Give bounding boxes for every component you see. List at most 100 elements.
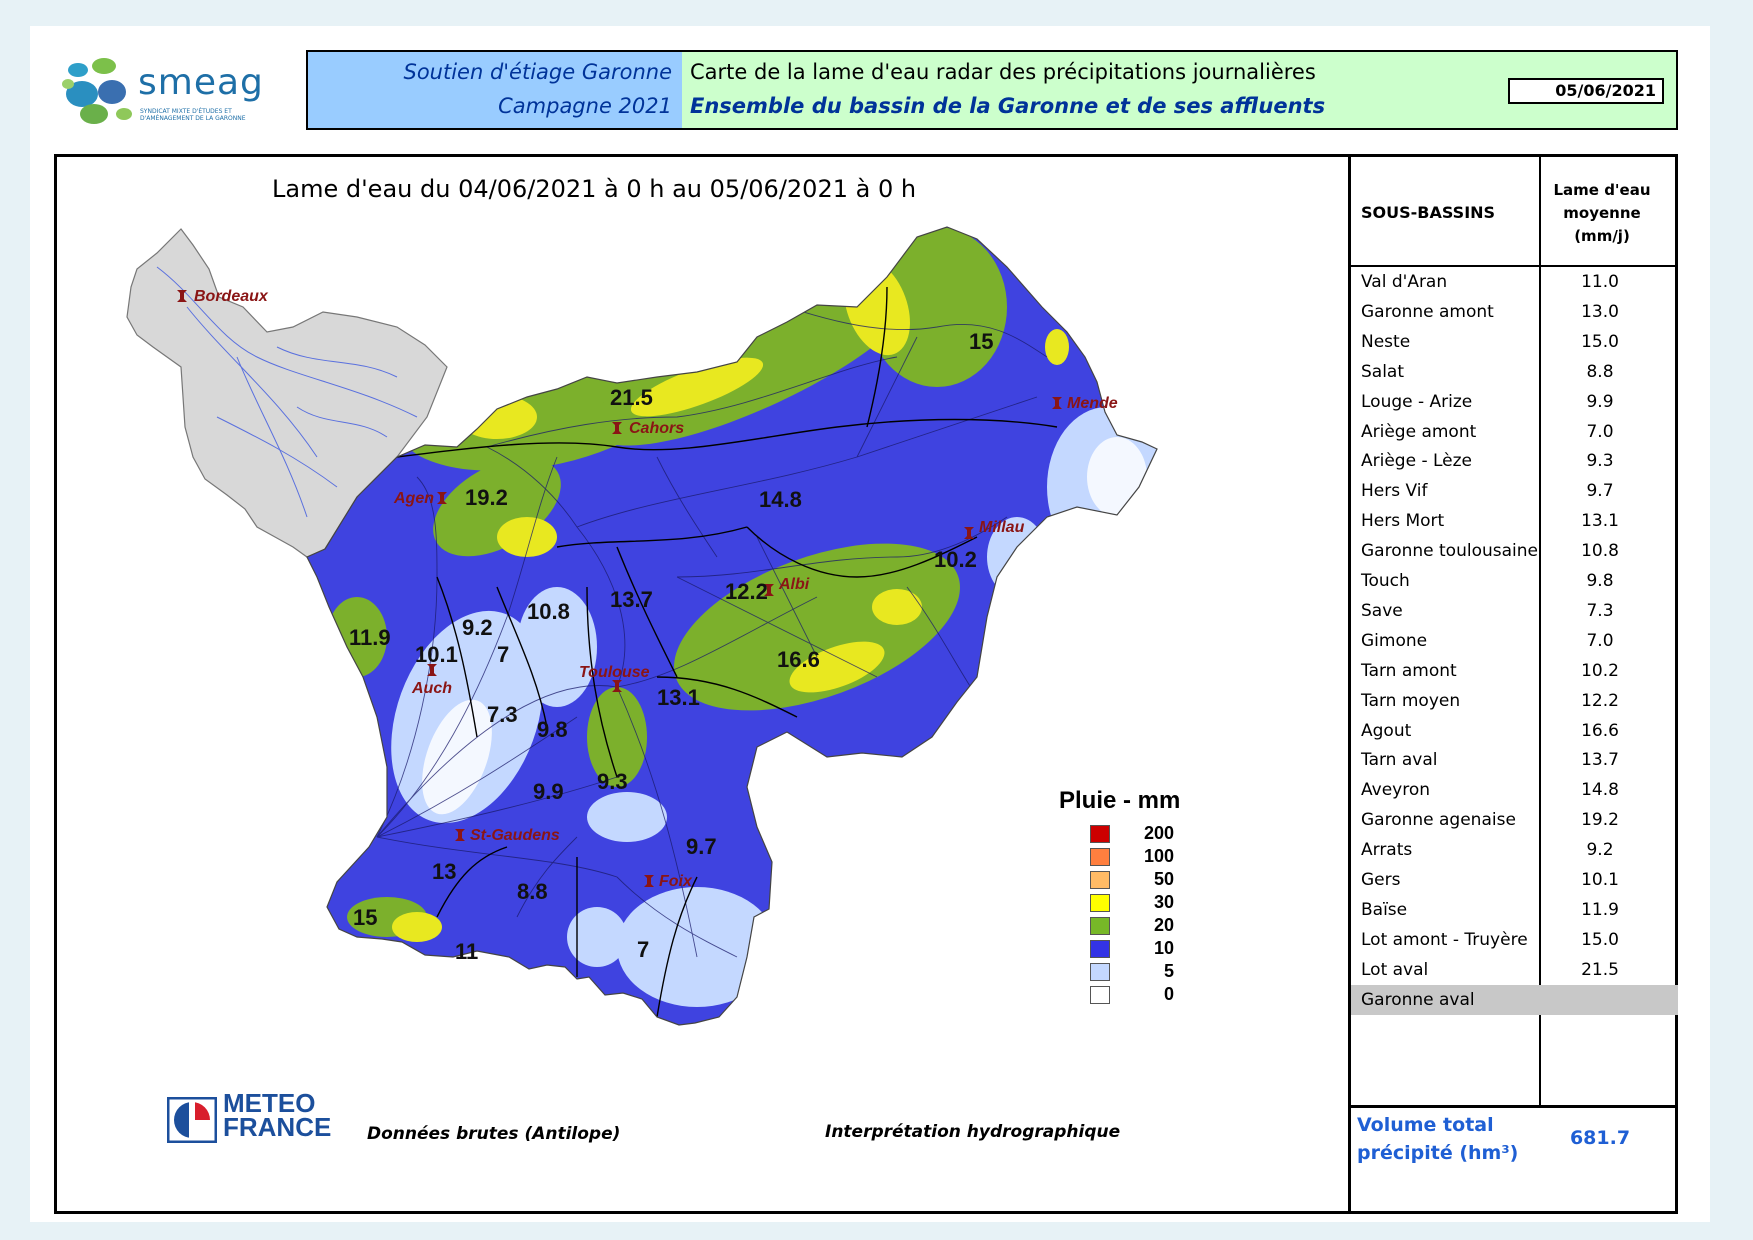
table-row: Hers Mort 13.1 — [1351, 506, 1678, 536]
table-row: Garonne aval — [1351, 984, 1678, 1015]
basin-name: Ariège - Lèze — [1361, 451, 1473, 472]
city-albi: Albi — [764, 576, 810, 596]
basin-rain-value: 7.0 — [1586, 630, 1614, 651]
city-mende: Mende — [1052, 395, 1118, 412]
total-label-line2: précipité (hm³) — [1357, 1142, 1519, 1164]
city-auch: Auch — [411, 664, 452, 697]
city-label: St-Gaudens — [470, 827, 560, 844]
basin-rain-value: 13.1 — [1581, 511, 1619, 532]
table-row: Hers Vif 9.7 — [1351, 476, 1678, 506]
logo-subtitle: Syndicat mixte d'études et d'aménagement… — [140, 108, 246, 122]
header-divider — [1351, 265, 1678, 267]
basin-value: 13.7 — [610, 587, 653, 612]
city-cahors: Cahors — [612, 420, 684, 437]
legend-swatch — [1090, 894, 1110, 912]
basin-value: 9.7 — [686, 834, 717, 859]
legend-title: Pluie - mm — [1059, 787, 1181, 814]
city-pin-icon — [427, 664, 437, 676]
legend-label: 200 — [1143, 823, 1174, 843]
table-row: Gimone 7.0 — [1351, 626, 1678, 656]
table-row: Gers 10.1 — [1351, 865, 1678, 895]
basin-name: Agout — [1361, 720, 1412, 741]
header-banner: Soutien d'étiage Garonne Campagne 2021 C… — [306, 50, 1678, 130]
city-toulouse: Toulouse — [579, 664, 650, 692]
header-program: Soutien d'étiage Garonne — [403, 60, 672, 84]
city-pin-icon — [177, 290, 187, 302]
basin-value-labels: 15 21.5 19.2 14.8 10.2 12.2 13.7 10.8 9.2 11.9 10.… — [349, 329, 993, 964]
basin-rain-value: 10.8 — [1581, 541, 1619, 562]
legend-swatch — [1090, 986, 1110, 1004]
table-row: Lot amont - Truyère 15.0 — [1351, 925, 1678, 955]
city-pin-icon — [455, 829, 465, 841]
header-date: 05/06/2021 — [1508, 78, 1664, 104]
column-header-value: Lame d'eau moyenne (mm/j) — [1547, 179, 1657, 248]
france-line: FRANCE — [223, 1112, 332, 1142]
basin-value: 13 — [432, 859, 456, 884]
table-row: Neste 15.0 — [1351, 327, 1678, 357]
main-frame: Bordeaux Cahors Mende Agen Millau Albi Toulous… — [54, 154, 1678, 1214]
basin-value: 9.2 — [462, 615, 493, 640]
city-pin-icon — [612, 680, 622, 692]
city-foix: Foix — [644, 873, 693, 890]
basin-rain-value: 15.0 — [1581, 331, 1619, 352]
legend-label: 20 — [1153, 915, 1174, 935]
basin-rain-value: 10.1 — [1581, 870, 1619, 890]
basin-value: 12.2 — [725, 579, 768, 604]
table-row: Tarn amont 10.2 — [1351, 656, 1678, 686]
table-row: Ariège amont 7.0 — [1351, 417, 1678, 447]
basin-rain-value: 9.3 — [1586, 451, 1614, 472]
basin-value: 16.6 — [777, 647, 820, 672]
basin-value: 9.8 — [537, 717, 568, 742]
basin-value: 21.5 — [610, 385, 653, 410]
basin-rain-value: 9.9 — [1586, 391, 1614, 412]
table-row: Aveyron 14.8 — [1351, 775, 1678, 805]
header-title: Carte de la lame d'eau radar des précipi… — [690, 60, 1316, 84]
basin-value: 10.8 — [527, 599, 570, 624]
header-left-panel: Soutien d'étiage Garonne Campagne 2021 — [308, 52, 682, 128]
city-label: Foix — [659, 873, 693, 890]
legend-swatch — [1090, 963, 1110, 981]
basin-rain-value: 11.0 — [1581, 272, 1619, 292]
total-value: 681.7 — [1569, 1127, 1631, 1149]
city-pin-icon — [964, 527, 974, 539]
rainfall-map: Bordeaux Cahors Mende Agen Millau Albi Toulous… — [126, 226, 1158, 1026]
table-row: Lot aval 21.5 — [1351, 955, 1678, 985]
basin-value: 9.3 — [597, 769, 628, 794]
table-row: Tarn moyen 12.2 — [1351, 686, 1678, 716]
basin-rain-value: 10.2 — [1581, 660, 1619, 681]
table-row: Garonne toulousaine 10.8 — [1351, 536, 1678, 566]
table-row: Save 7.3 — [1351, 596, 1678, 626]
basin-value: 7.3 — [487, 702, 518, 727]
column-header-value-line3: (mm/j) — [1574, 227, 1630, 245]
basin-name: Aveyron — [1361, 780, 1431, 801]
city-label: Toulouse — [579, 664, 650, 681]
city-label: Cahors — [629, 420, 684, 437]
legend-label: 50 — [1153, 869, 1174, 889]
legend-label: 0 — [1163, 984, 1174, 1004]
table-row: Tarn aval 13.7 — [1351, 745, 1678, 775]
table-row: Touch 9.8 — [1351, 566, 1678, 596]
meteo-france-icon — [167, 1097, 217, 1143]
column-divider — [1539, 157, 1541, 1105]
city-label: Bordeaux — [194, 288, 269, 305]
city-label: Auch — [411, 680, 452, 697]
city-label: Mende — [1067, 395, 1118, 412]
basin-value: 14.8 — [759, 487, 802, 512]
subbasin-boundaries — [396, 286, 1058, 1018]
basin-name: Garonne aval — [1361, 989, 1475, 1010]
legend-swatch — [1090, 848, 1110, 866]
basin-name: Hers Mort — [1361, 511, 1445, 532]
basin-value: 15 — [969, 329, 993, 354]
basin-name: Baïse — [1361, 899, 1408, 920]
city-pin-icon — [1052, 397, 1062, 409]
gironde-area — [126, 228, 448, 558]
report-sheet: smeag Syndicat mixte d'études et d'aména… — [30, 26, 1710, 1222]
column-header-value-line1: Lame d'eau — [1553, 181, 1651, 199]
legend-label: 5 — [1163, 961, 1174, 981]
basin-name: Hers Vif — [1361, 481, 1428, 502]
smeag-logo-icon — [62, 58, 132, 124]
meteo-line: METEO — [223, 1088, 316, 1118]
basin-name: Save — [1361, 600, 1403, 621]
basin-value: 11.9 — [349, 625, 391, 650]
city-pin-icon — [612, 422, 622, 434]
